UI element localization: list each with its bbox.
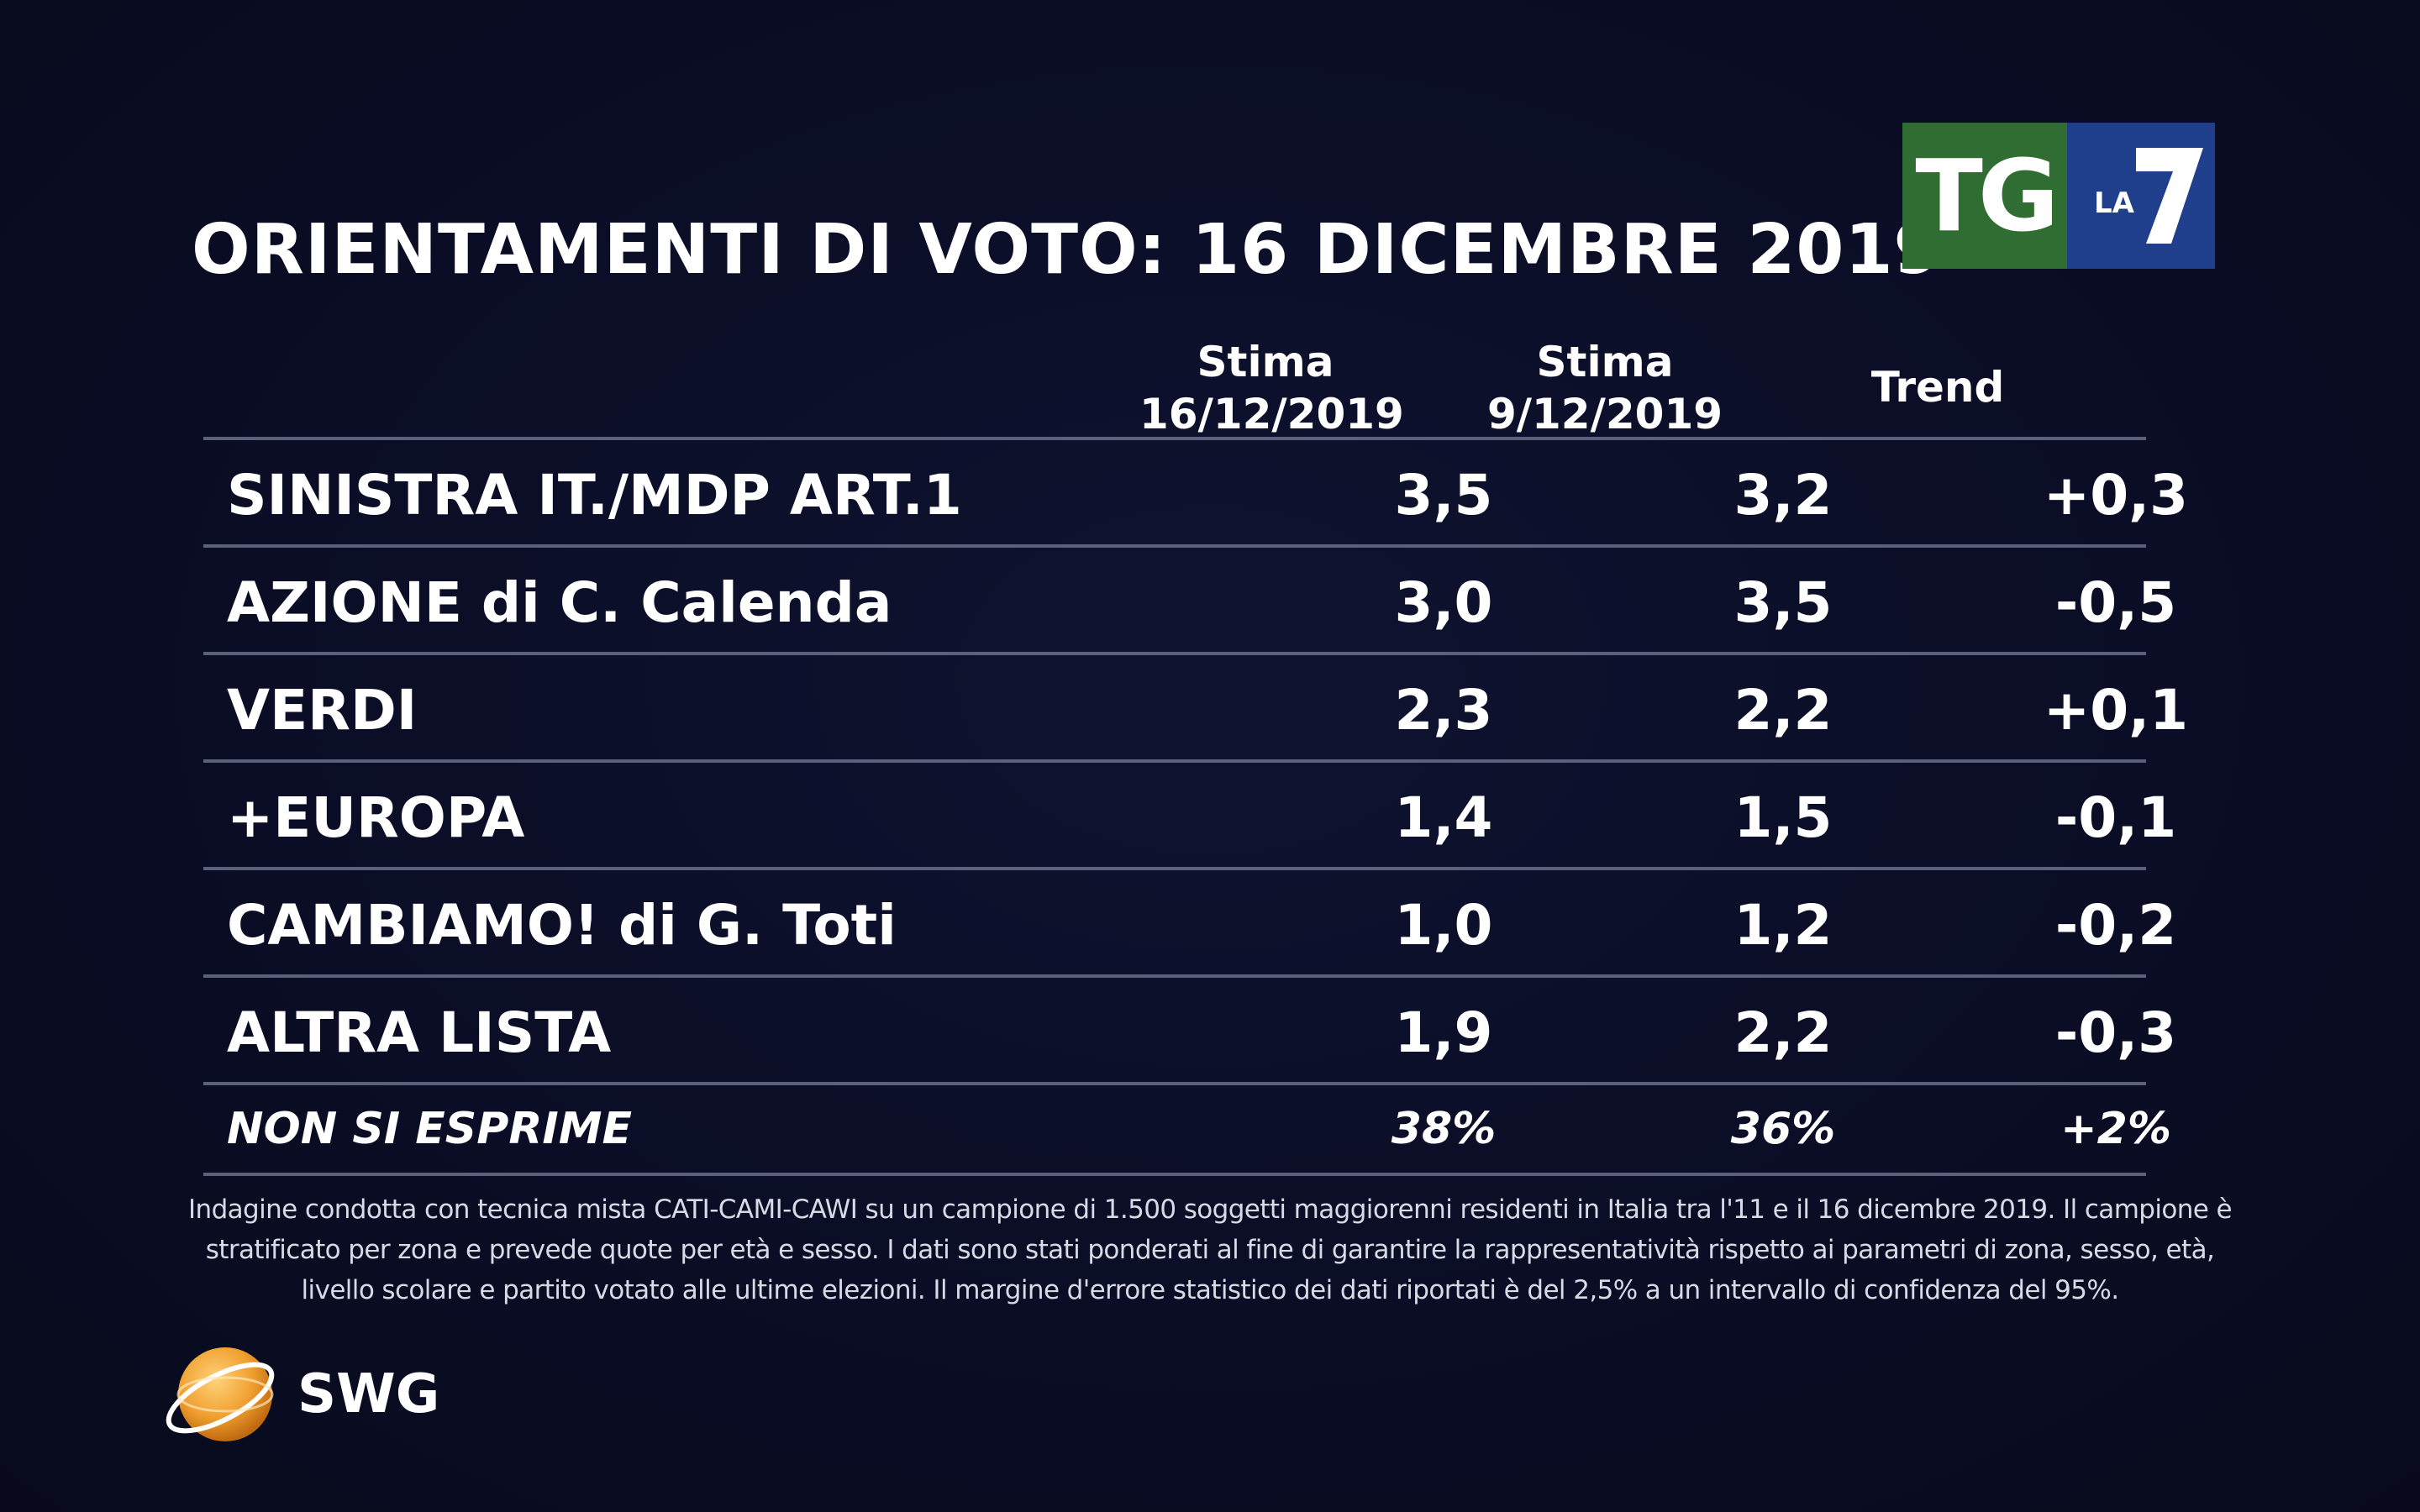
trend-value: -0,2 [2054,893,2177,958]
column-header-line: 16/12/2019 [1139,390,1404,438]
table-divider [203,759,2146,763]
trend-value: +2% [2060,1104,2171,1154]
stima-16-12-value: 1,4 [1394,785,1493,850]
footnote-line: livello scolare e partito votato alle ul… [301,1275,2120,1305]
column-header-stima-9-12: Stima 9/12/2019 [1479,336,1731,440]
table-divider [203,1082,2146,1085]
table-row-non-si-esprime: NON SI ESPRIME 38% 36% +2% [203,1085,2171,1173]
tg-la7-logo: TG LA [1902,123,2215,269]
trend-value: -0,3 [2054,1000,2177,1065]
seven-logo-glyph [2136,148,2203,244]
stima-9-12-value: 3,5 [1733,570,1833,635]
footnote-line: stratificato per zona e prevede quote pe… [205,1235,2215,1265]
stima-9-12-value: 2,2 [1733,1000,1833,1065]
table-row: AZIONE di C. Calenda 3,0 3,5 -0,5 [203,551,2176,655]
column-header-line: Stima [1536,338,1674,386]
trend-value: -0,1 [2054,785,2177,850]
tg-logo-text: TG [1902,123,2067,269]
table-divider [203,867,2146,870]
stima-16-12-value: 3,0 [1394,570,1493,635]
la7-logo-block: LA [2067,123,2215,269]
stima-9-12-value: 36% [1730,1104,1836,1154]
table-row: +EUROPA 1,4 1,5 -0,1 [203,766,2176,870]
methodology-note: Indagine condotta con tecnica mista CATI… [168,1189,2252,1310]
stima-16-12-value: 3,5 [1394,463,1493,528]
swg-logo-text: SWG [297,1363,440,1425]
stima-16-12-value: 38% [1391,1104,1497,1154]
column-header-trend: Trend [1812,361,2064,413]
stima-16-12-value: 1,0 [1394,893,1493,958]
trend-value: -0,5 [2054,570,2177,635]
table-divider [203,652,2146,655]
stima-9-12-value: 1,2 [1733,893,1833,958]
stima-16-12-value: 1,9 [1394,1000,1493,1065]
column-header-stima-16-12: Stima 16/12/2019 [1139,336,1404,440]
stima-9-12-value: 2,2 [1733,678,1833,743]
party-name: NON SI ESPRIME [227,1104,632,1154]
table-row: ALTRA LISTA 1,9 2,2 -0,3 [203,981,2176,1085]
footnote-line: Indagine condotta con tecnica mista CATI… [187,1194,2233,1225]
table-divider [203,974,2146,978]
table-row: SINISTRA IT./MDP ART.1 3,5 3,2 +0,3 [203,444,2188,548]
table-row: CAMBIAMO! di G. Toti 1,0 1,2 -0,2 [203,874,2176,978]
party-name: SINISTRA IT./MDP ART.1 [227,463,962,528]
page-title: ORIENTAMENTI DI VOTO: 16 DICEMBRE 2019 [192,210,1943,290]
trend-value: +0,3 [2043,463,2189,528]
party-name: AZIONE di C. Calenda [227,570,892,635]
la-logo-text: LA [2094,186,2134,220]
trend-value: +0,1 [2043,678,2189,743]
stima-9-12-value: 1,5 [1733,785,1833,850]
party-name: +EUROPA [227,785,525,850]
column-header-line: 9/12/2019 [1486,390,1723,438]
party-name: VERDI [227,678,418,743]
table-divider [203,544,2146,548]
column-header-line: Trend [1870,363,2005,412]
stima-16-12-value: 2,3 [1394,678,1493,743]
table-row: VERDI 2,3 2,2 +0,1 [203,659,2188,763]
party-name: CAMBIAMO! di G. Toti [227,893,897,958]
table-divider [203,1173,2146,1176]
table-divider [203,437,2146,440]
swg-logo: SWG [160,1336,439,1453]
globe-icon [166,1347,275,1441]
column-header-line: Stima [1197,338,1334,386]
party-name: ALTRA LISTA [227,1000,612,1065]
stima-9-12-value: 3,2 [1733,463,1833,528]
